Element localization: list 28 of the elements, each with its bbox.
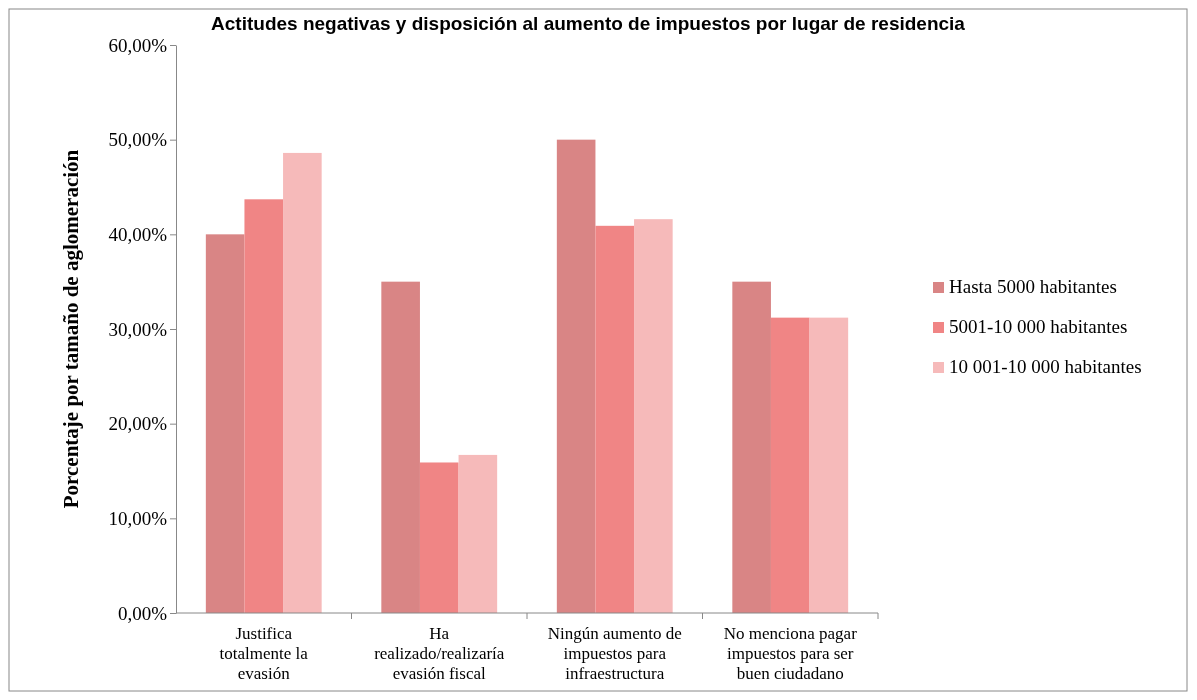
x-tick-label: Justifica totalmente la evasión: [219, 624, 309, 683]
x-tick-label: Ningún aumento de impuestos para infraestructura: [547, 624, 682, 683]
x-tick-label: No menciona pagar impuestos para ser buen ciudadano: [723, 624, 858, 683]
bar: [634, 219, 673, 613]
chart-title: Actitudes negativas y disposición al aumento de impuestos por lugar de residencia: [211, 13, 966, 34]
y-tick-label: 40,00%: [108, 223, 168, 245]
bar: [809, 317, 849, 613]
bar: [419, 462, 459, 613]
legend-label: Hasta 5000 habitantes: [949, 276, 1117, 297]
y-tick-label: 30,00%: [108, 318, 168, 340]
bar: [244, 199, 284, 613]
bar: [283, 152, 322, 613]
bar: [770, 317, 810, 613]
y-tick-label: 0,00%: [117, 602, 168, 624]
y-tick-label: 20,00%: [108, 413, 168, 435]
bar: [732, 281, 771, 613]
y-axis-title: Porcentaje por tamaño de aglomeración: [59, 149, 83, 509]
y-tick-label: 50,00%: [108, 129, 168, 151]
bar: [556, 139, 596, 613]
legend-label: 5001-10 000 habitantes: [949, 316, 1128, 337]
bar: [595, 225, 635, 613]
y-tick-label: 10,00%: [108, 507, 168, 529]
y-tick-label: 60,00%: [108, 34, 168, 56]
bar: [458, 454, 498, 613]
x-tick-label: Ha realizado/realizaría evasión fiscal: [374, 624, 505, 683]
bar: [205, 234, 245, 613]
legend-label: 10 001-10 000 habitantes: [949, 356, 1142, 377]
bar: [381, 281, 420, 613]
